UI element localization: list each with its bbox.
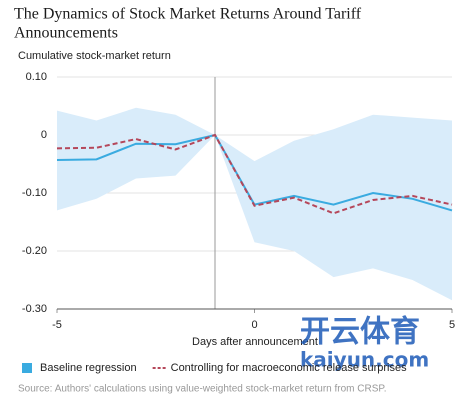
plot-area: 0.10 0 -0.10 -0.20 -0.30 -5 0 5 [22, 71, 455, 331]
x-tick-label: 0 [251, 319, 257, 331]
series-line [56, 133, 453, 215]
x-tick-label: 5 [449, 319, 455, 331]
y-tick-label: -0.10 [22, 187, 47, 199]
watermark: kaiyun.com [300, 348, 429, 372]
legend-swatch [22, 363, 32, 373]
x-tick-label: -5 [52, 319, 62, 331]
y-tick-label: 0 [41, 129, 47, 141]
y-tick-label: -0.30 [22, 303, 47, 315]
legend-label: Baseline regression [40, 362, 137, 374]
y-tick-label: 0.10 [26, 71, 47, 83]
legend-label: Controlling for macroeconomic release su… [171, 362, 407, 374]
y-tick-label: -0.20 [22, 245, 47, 257]
watermark: 开云体育 [300, 315, 420, 350]
chart-title: Announcements [14, 25, 118, 42]
x-axis-label: Days after announcement [192, 336, 318, 348]
source: Source: Authors' calculations using valu… [18, 384, 387, 395]
y-axis-label: Cumulative stock-market return [18, 50, 171, 62]
chart-title: The Dynamics of Stock Market Returns Aro… [14, 6, 362, 23]
